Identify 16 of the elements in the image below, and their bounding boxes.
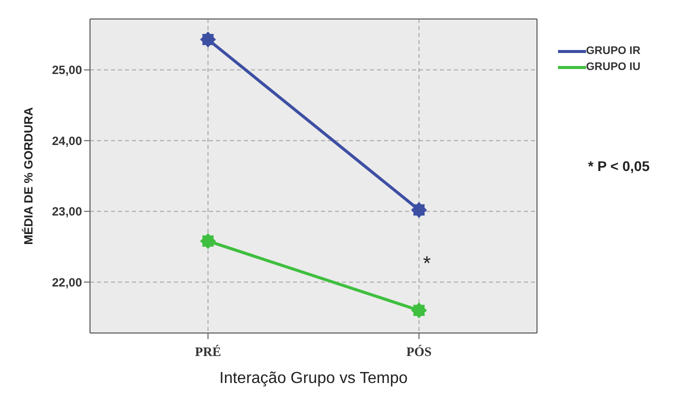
legend-label: GRUPO IU: [586, 61, 640, 73]
y-tick-label: 25,00: [52, 63, 82, 78]
x-tick-label: PRÉ: [195, 344, 221, 360]
x-axis-title: Interação Grupo vs Tempo: [219, 370, 408, 387]
y-tick-label: 22,00: [52, 275, 82, 290]
point: [411, 302, 427, 318]
legend-label: GRUPO IR: [586, 45, 640, 57]
annotation: *: [423, 253, 431, 276]
y-tick-label: 24,00: [52, 134, 82, 148]
x-tick-label: PÓS: [406, 344, 432, 360]
point: [200, 32, 216, 48]
point: [200, 233, 216, 250]
point: [411, 202, 427, 218]
y-axis-title: MÉDIA DE % GORDURA: [21, 106, 36, 245]
text: * P < 0,05: [588, 158, 650, 174]
y-tick-label: 23,00: [52, 204, 82, 219]
